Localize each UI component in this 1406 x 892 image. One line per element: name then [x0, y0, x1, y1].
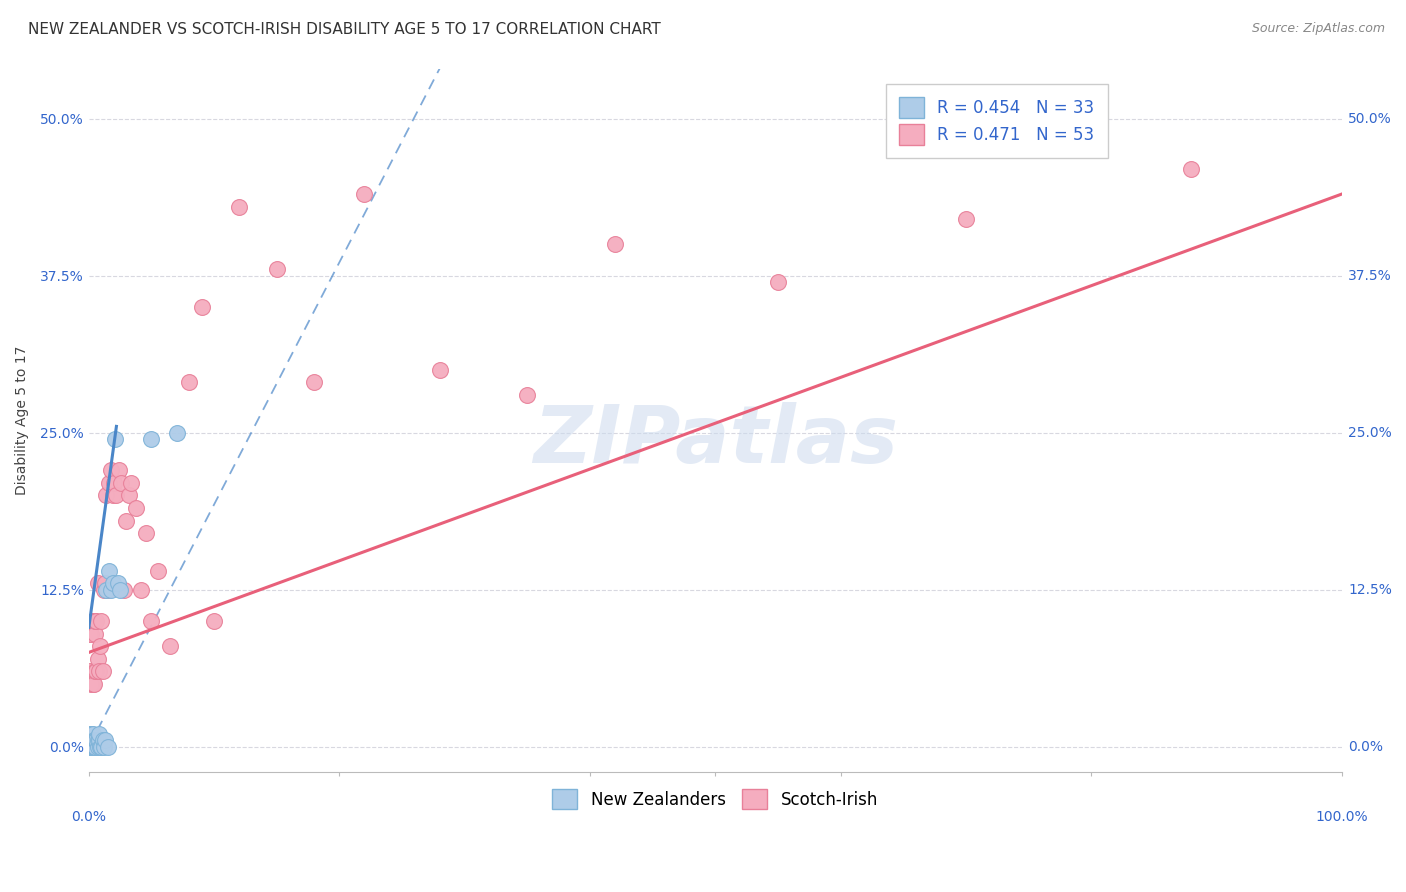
Point: [141, 614, 163, 628]
Point: [94, 576, 117, 591]
Point: [118, 488, 141, 502]
Point: [83, 733, 105, 747]
Point: [89, 639, 111, 653]
Point: [80, 626, 103, 640]
Point: [83, 614, 105, 628]
Y-axis label: Disability Age 5 to 17: Disability Age 5 to 17: [15, 345, 30, 495]
Point: [131, 582, 153, 597]
Point: [766, 275, 789, 289]
Point: [79, 727, 101, 741]
Point: [190, 300, 212, 314]
Point: [101, 488, 124, 502]
Point: [82, 733, 104, 747]
Point: [97, 475, 120, 490]
Point: [266, 262, 288, 277]
Text: 25.0%: 25.0%: [1348, 425, 1392, 440]
Point: [89, 739, 111, 754]
Point: [82, 677, 104, 691]
Point: [125, 501, 148, 516]
Point: [86, 733, 108, 747]
Point: [83, 677, 105, 691]
Point: [84, 733, 107, 747]
Point: [79, 665, 101, 679]
Point: [82, 614, 104, 628]
Point: [86, 651, 108, 665]
Point: [94, 733, 117, 747]
Point: [80, 727, 103, 741]
Point: [90, 614, 112, 628]
Point: [603, 237, 626, 252]
Point: [135, 526, 157, 541]
Point: [101, 576, 124, 591]
Point: [115, 514, 138, 528]
Point: [96, 488, 118, 502]
Point: [110, 475, 132, 490]
Point: [87, 733, 110, 747]
Point: [202, 614, 225, 628]
Text: Source: ZipAtlas.com: Source: ZipAtlas.com: [1251, 22, 1385, 36]
Point: [80, 733, 103, 747]
Text: 50.0%: 50.0%: [1348, 112, 1392, 126]
Point: [82, 739, 104, 754]
Point: [103, 475, 125, 490]
Point: [91, 733, 114, 747]
Point: [429, 363, 451, 377]
Point: [228, 200, 250, 214]
Point: [84, 665, 107, 679]
Point: [112, 582, 135, 597]
Point: [83, 739, 105, 754]
Text: 0.0%: 0.0%: [72, 810, 107, 824]
Point: [87, 665, 110, 679]
Point: [97, 582, 120, 597]
Point: [516, 388, 538, 402]
Point: [93, 582, 115, 597]
Point: [86, 739, 108, 754]
Point: [166, 425, 188, 440]
Point: [86, 576, 108, 591]
Point: [141, 432, 163, 446]
Point: [79, 733, 101, 747]
Point: [105, 488, 128, 502]
Point: [86, 614, 108, 628]
Point: [86, 733, 108, 747]
Point: [80, 739, 103, 754]
Point: [97, 564, 120, 578]
Text: 37.5%: 37.5%: [1348, 268, 1392, 283]
Point: [159, 639, 181, 653]
Point: [84, 739, 107, 754]
Point: [120, 475, 142, 490]
Point: [177, 376, 200, 390]
Point: [87, 727, 110, 741]
Text: ZIPatlas: ZIPatlas: [533, 402, 898, 480]
Point: [86, 665, 108, 679]
Point: [97, 739, 120, 754]
Text: 12.5%: 12.5%: [1348, 582, 1392, 597]
Point: [304, 376, 326, 390]
Text: 100.0%: 100.0%: [1316, 810, 1368, 824]
Point: [955, 212, 977, 227]
Text: 0.0%: 0.0%: [1348, 739, 1384, 754]
Point: [107, 576, 129, 591]
Point: [108, 463, 131, 477]
Point: [79, 626, 101, 640]
Legend: New Zealanders, Scotch-Irish: New Zealanders, Scotch-Irish: [546, 782, 884, 816]
Point: [96, 582, 118, 597]
Text: NEW ZEALANDER VS SCOTCH-IRISH DISABILITY AGE 5 TO 17 CORRELATION CHART: NEW ZEALANDER VS SCOTCH-IRISH DISABILITY…: [28, 22, 661, 37]
Point: [146, 564, 169, 578]
Point: [104, 432, 127, 446]
Point: [100, 582, 122, 597]
Point: [91, 665, 114, 679]
Point: [90, 739, 112, 754]
Point: [84, 614, 107, 628]
Point: [100, 463, 122, 477]
Point: [1180, 161, 1202, 176]
Point: [79, 739, 101, 754]
Point: [82, 727, 104, 741]
Point: [108, 582, 131, 597]
Point: [80, 677, 103, 691]
Point: [93, 739, 115, 754]
Point: [84, 626, 107, 640]
Point: [353, 187, 375, 202]
